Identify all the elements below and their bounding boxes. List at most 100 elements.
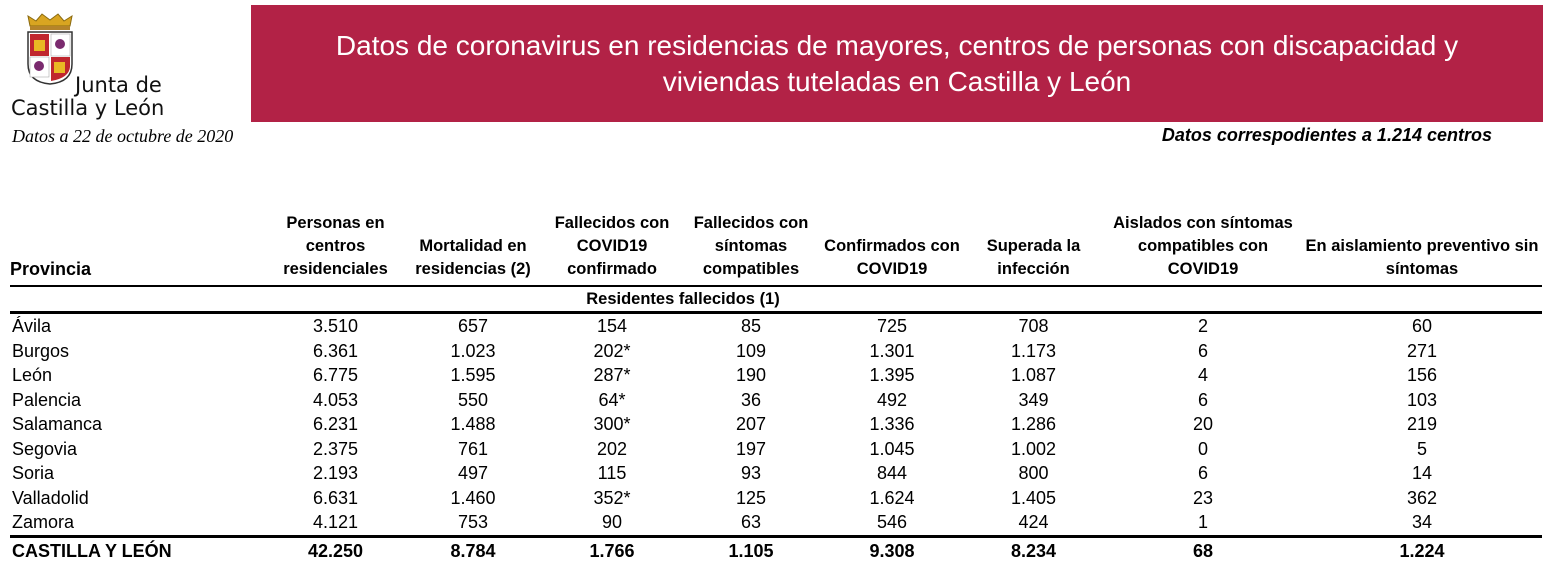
- table-cell: Palencia: [12, 389, 82, 410]
- table-cell: 6.231: [312, 414, 359, 435]
- table-cell: 271: [1406, 340, 1438, 361]
- table-cell: 424: [1018, 512, 1049, 533]
- table-row: Salamanca 6.231 1.488 300* 207 1.336 1.2…: [10, 412, 1542, 437]
- table-cell: 207: [735, 414, 767, 435]
- table-cell: 546: [876, 512, 908, 533]
- table-row: Segovia 2.375 761 202 197 1.045 1.002 0 …: [10, 437, 1542, 462]
- table-cell: 93: [740, 463, 762, 484]
- coat-of-arms-icon: [27, 13, 73, 85]
- table-cell: 6: [1197, 463, 1208, 484]
- table-cell: 14: [1411, 463, 1433, 484]
- table-cell: 1.301: [869, 340, 915, 361]
- column-header: Confirmados con COVID19: [821, 212, 963, 287]
- date-label: Datos a 22 de octubre de 2020: [12, 126, 234, 146]
- table-cell: 109: [735, 340, 767, 361]
- table-cell: 36: [740, 389, 762, 410]
- table-cell: 60: [1411, 316, 1433, 337]
- table-cell: 219: [1406, 414, 1438, 435]
- table-cell: 753: [457, 512, 489, 533]
- table-cell: Zamora: [12, 512, 75, 533]
- column-header: Personas en centros residenciales: [268, 212, 403, 287]
- total-cell: 1.224: [1302, 534, 1542, 564]
- subheader-label: Residentes fallecidos (1): [403, 286, 963, 314]
- table-cell: 4.121: [312, 512, 359, 533]
- table-cell: 5: [1416, 438, 1427, 459]
- table-cell: 2.375: [312, 438, 359, 459]
- table-cell: León: [12, 365, 53, 386]
- table-cell: 85: [740, 316, 762, 337]
- table-cell: 6: [1197, 340, 1208, 361]
- total-cell: 1.766: [543, 534, 681, 564]
- table-cell: Salamanca: [12, 414, 103, 435]
- column-header: Provincia: [10, 212, 268, 287]
- table-cell: Segovia: [12, 438, 78, 459]
- table-cell: 90: [601, 512, 623, 533]
- table-cell: 1.488: [450, 414, 496, 435]
- table-cell: 844: [876, 463, 908, 484]
- table-cell: 6.361: [312, 340, 359, 361]
- centros-label: Datos correspodientes a 1.214 centros: [1161, 125, 1492, 145]
- table-cell: 1.624: [869, 487, 915, 508]
- table-cell: 1.173: [1010, 340, 1057, 361]
- total-cell: 8.234: [963, 534, 1104, 564]
- table-row: Burgos 6.361 1.023 202* 109 1.301 1.173 …: [10, 339, 1542, 364]
- table-cell: 2: [1197, 316, 1208, 337]
- table-cell: 657: [457, 316, 489, 337]
- table-cell: 1.002: [1010, 438, 1057, 459]
- table-row: Ávila 3.510 657 154 85 725 708 2 60: [10, 313, 1542, 339]
- table-cell: 497: [457, 463, 489, 484]
- table-cell: Ávila: [12, 316, 52, 337]
- table-cell: 761: [457, 438, 489, 459]
- table-row: Valladolid 6.631 1.460 352* 125 1.624 1.…: [10, 486, 1542, 511]
- table-cell: 190: [735, 365, 767, 386]
- table-cell: 1.286: [1010, 414, 1057, 435]
- column-header: En aislamiento preventivo sin síntomas: [1302, 212, 1542, 287]
- table-cell: 6: [1197, 389, 1208, 410]
- table-cell: 492: [876, 389, 908, 410]
- logo-line-1: Junta de: [75, 73, 162, 97]
- table-cell: 20: [1192, 414, 1214, 435]
- logo: Junta de Castilla y León: [8, 10, 198, 120]
- table-cell: 550: [457, 389, 489, 410]
- table-cell: 103: [1406, 389, 1438, 410]
- title-banner: Datos de coronavirus en residencias de m…: [251, 5, 1543, 122]
- header-row: Provincia Personas en centros residencia…: [10, 212, 1542, 287]
- table-cell: 1.595: [450, 365, 496, 386]
- table-cell: 1.460: [450, 487, 496, 508]
- total-row: CASTILLA Y LEÓN 42.250 8.784 1.766 1.105…: [10, 534, 1542, 564]
- column-header: Fallecidos con COVID19 confirmado: [543, 212, 681, 287]
- table-cell: 1.023: [450, 340, 496, 361]
- table-cell: 6.631: [312, 487, 359, 508]
- table-cell: 197: [735, 438, 767, 459]
- column-header: Superada la infección: [963, 212, 1104, 287]
- table-cell: 156: [1406, 365, 1438, 386]
- table-cell: 1.405: [1010, 487, 1057, 508]
- table-cell: 352*: [593, 487, 631, 508]
- table-cell: 800: [1018, 463, 1049, 484]
- logo-line-2: Castilla y León: [11, 96, 165, 120]
- column-header: Aislados con síntomas compatibles con CO…: [1104, 212, 1302, 287]
- table-cell: 1.087: [1010, 365, 1057, 386]
- table-cell: 1.045: [869, 438, 915, 459]
- table-cell: 725: [876, 316, 908, 337]
- total-cell: 42.250: [268, 534, 403, 564]
- table-cell: 3.510: [312, 316, 359, 337]
- table-cell: 708: [1018, 316, 1049, 337]
- table-cell: 300*: [593, 414, 631, 435]
- total-cell: 8.784: [403, 534, 543, 564]
- table-row: Palencia 4.053 550 64* 36 492 349 6 103: [10, 388, 1542, 413]
- table-cell: 349: [1018, 389, 1049, 410]
- table-cell: 1.395: [869, 365, 915, 386]
- column-header: Fallecidos con síntomas compatibles: [681, 212, 821, 287]
- table-cell: 34: [1411, 512, 1433, 533]
- table-cell: 1: [1197, 512, 1208, 533]
- table-cell: 2.193: [312, 463, 359, 484]
- table-cell: Soria: [12, 463, 55, 484]
- table-cell: 287*: [593, 365, 631, 386]
- total-cell: 68: [1104, 534, 1302, 564]
- table-cell: 4.053: [312, 389, 359, 410]
- page-title: Datos de coronavirus en residencias de m…: [335, 29, 1459, 97]
- table-row: Soria 2.193 497 115 93 844 800 6 14: [10, 461, 1542, 486]
- table-cell: 202*: [593, 340, 631, 361]
- table-cell: 125: [735, 487, 767, 508]
